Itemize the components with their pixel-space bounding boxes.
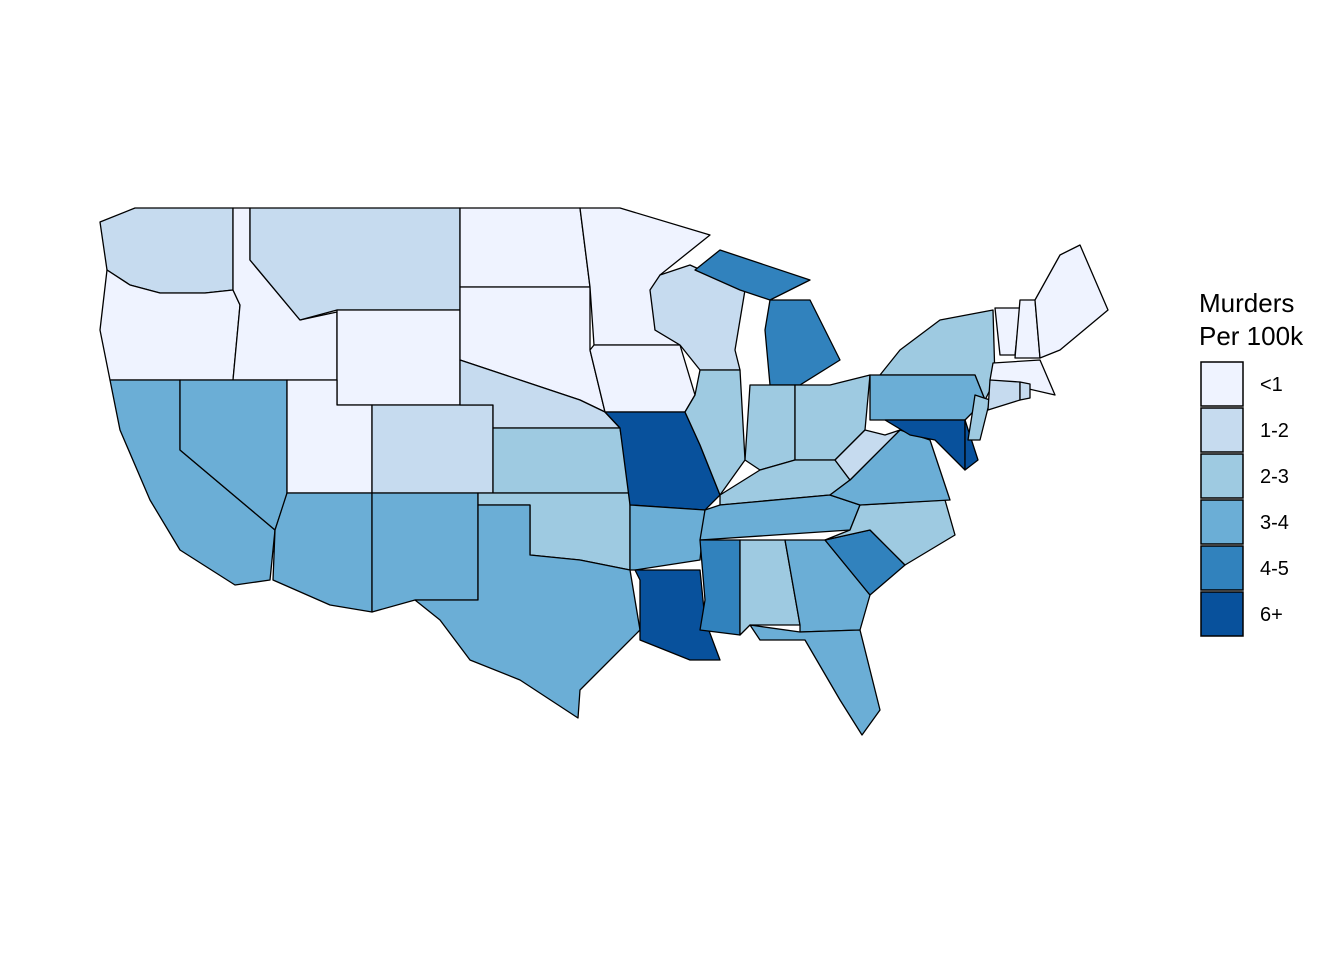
state (414, 504, 641, 719)
state (1019, 381, 1031, 401)
legend-label: 6+ (1260, 604, 1283, 626)
state (272, 492, 373, 613)
state (869, 374, 986, 421)
state (989, 359, 1056, 396)
legend-label: 1-2 (1260, 420, 1289, 442)
legend-label: 3-4 (1260, 512, 1289, 534)
state (834, 429, 901, 481)
legend-key (1200, 453, 1244, 499)
legend-label: <1 (1260, 374, 1283, 396)
state (371, 404, 494, 494)
state (987, 379, 1021, 411)
legend-label: 4-5 (1260, 558, 1289, 580)
state (699, 539, 741, 636)
legend-key (1200, 545, 1244, 591)
states (99, 207, 1109, 736)
state (1034, 244, 1109, 359)
state (694, 249, 811, 301)
state (744, 384, 796, 471)
legend: <1 1-2 2-3 3-4 4-5 6+ (1200, 361, 1289, 637)
state (749, 624, 881, 736)
legend-key (1200, 407, 1244, 453)
legend-key (1200, 499, 1244, 545)
state (739, 539, 801, 636)
state (684, 369, 746, 496)
state (634, 569, 721, 661)
legend-label: 2-3 (1260, 466, 1289, 488)
state (589, 344, 696, 413)
legend-title: Per 100k (1199, 321, 1304, 351)
legend-key (1200, 361, 1244, 407)
state (967, 394, 991, 441)
state (459, 207, 591, 288)
legend-title: Murders (1199, 288, 1294, 318)
legend-key (1200, 591, 1244, 637)
state (764, 299, 841, 386)
state (492, 427, 631, 494)
state (884, 419, 966, 471)
state (629, 504, 706, 571)
state (371, 492, 479, 613)
state (336, 309, 461, 406)
